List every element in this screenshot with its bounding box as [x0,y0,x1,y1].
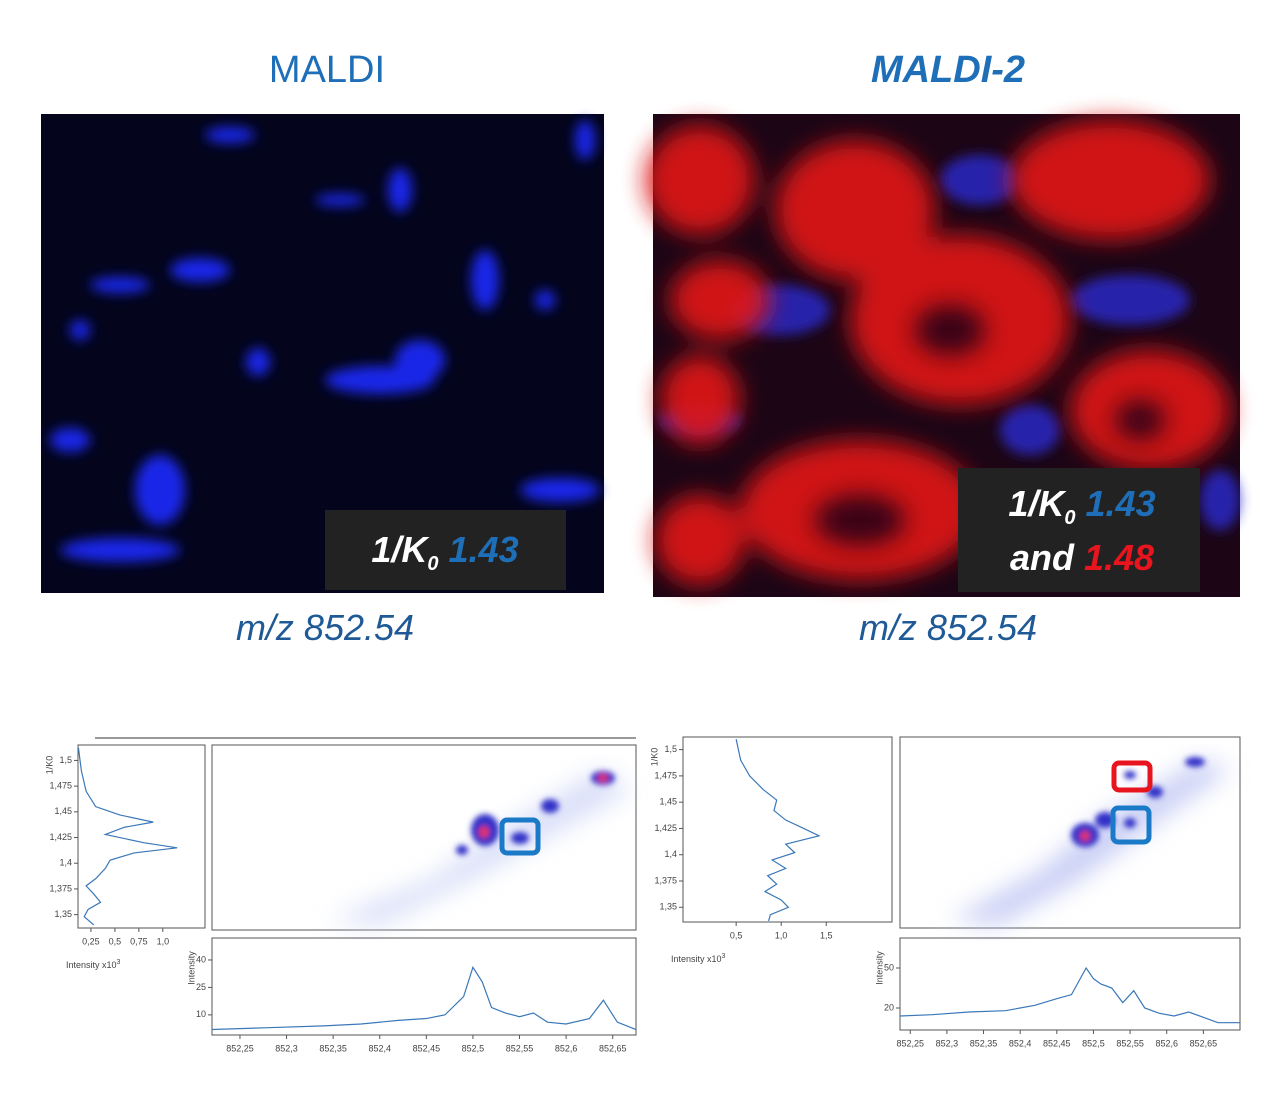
y-axis-label: Intensity [874,951,884,985]
badge-label: 1/K [1008,483,1067,524]
x-tick-label: 852,35 [970,1038,998,1048]
badge-value: 1.43 [449,529,519,570]
x-tick-label: 852,55 [1116,1038,1144,1048]
ms-image [41,114,604,593]
y-tick-label: 1,45 [659,797,677,807]
plot-frame [211,937,637,1036]
y-tick-label: 25 [196,982,206,992]
x-tick-label: 852,25 [896,1038,924,1048]
svg-text:1/K01.43: 1/K0 1.43 [371,529,518,575]
x-tick-label: 852,3 [936,1038,959,1048]
y-tick-label: 50 [884,962,894,972]
y-axis-label: 1/K0 [649,748,659,767]
y-tick-label: 1,45 [54,806,72,816]
badge: 1/K0 1.43 and 1.48 [958,468,1200,592]
y-tick-label: 40 [196,954,206,964]
x-tick-label: 852,55 [506,1043,534,1053]
badge-label: 1/K [371,529,430,570]
mz-label: m/z 852.54 [236,607,414,648]
x-axis-label-text: Intensity x10 [671,954,722,964]
badge-subscript: 0 [427,553,438,575]
x-tick-label: 1,5 [820,930,833,940]
x-tick-label: 0,5 [730,930,743,940]
x-tick-label: 852,4 [1009,1038,1032,1048]
panel-title: MALDI-2 [871,49,1025,91]
x-tick-label: 1,0 [157,936,170,946]
y-tick-label: 1,475 [49,780,72,790]
x-tick-label: 852,65 [1190,1038,1218,1048]
y-tick-label: 1,35 [659,902,677,912]
curve [77,748,178,926]
x-axis-label-exponent: 3 [722,953,726,960]
y-axis-label: 1/K0 [44,756,54,775]
plot-frame [682,736,893,923]
x-tick-label: 852,25 [226,1043,254,1053]
x-axis-label-exponent: 3 [117,959,121,966]
x-tick-label: 852,35 [319,1043,347,1053]
y-tick-label: 1,375 [49,883,72,893]
svg-text:1/K01.43: 1/K0 1.43 [1008,483,1155,529]
x-tick-label: 852,65 [599,1043,627,1053]
y-tick-label: 20 [884,1002,894,1012]
x-tick-label: 0,75 [130,936,148,946]
x-tick-label: 852,5 [462,1043,485,1053]
badge-subscript: 0 [1064,507,1075,529]
x-tick-label: 852,45 [1043,1038,1071,1048]
y-tick-label: 10 [196,1009,206,1019]
y-tick-label: 1,425 [654,823,677,833]
y-tick-label: 1,475 [654,770,677,780]
badge-joiner: and [1010,537,1075,578]
y-tick-label: 1,5 [664,744,677,754]
x-tick-label: 852,3 [275,1043,298,1053]
y-tick-label: 1,425 [49,832,72,842]
x-axis-label: Intensity x103 [66,959,121,971]
panel-title: MALDI [269,49,385,91]
curve [211,965,637,1031]
heatmap [211,744,637,1036]
badge: 1/K0 1.43 [325,510,566,590]
y-tick-label: 1,4 [664,849,677,859]
x-tick-label: 0,5 [109,936,122,946]
x-tick-label: 852,6 [1155,1038,1178,1048]
x-axis-label: Intensity x103 [671,953,726,965]
curve [735,738,821,922]
x-tick-label: 852,45 [413,1043,441,1053]
x-tick-label: 852,5 [1082,1038,1105,1048]
badge-value: 1.48 [1084,537,1154,578]
curve [899,966,1240,1024]
x-axis-label-text: Intensity x10 [66,960,117,970]
y-axis-label: Intensity [186,951,196,985]
y-tick-label: 1,4 [59,858,72,868]
plot-frame [77,744,206,929]
y-tick-label: 1,5 [59,755,72,765]
x-tick-label: 0,25 [82,936,100,946]
heatmap [899,736,1241,1031]
y-tick-label: 1,375 [654,875,677,885]
y-tick-label: 1,35 [54,909,72,919]
badge-value: 1.43 [1086,483,1156,524]
mz-label: m/z 852.54 [859,607,1037,648]
x-tick-label: 852,6 [555,1043,578,1053]
x-tick-label: 1,0 [775,930,788,940]
plot-frame [899,937,1241,1031]
x-tick-label: 852,4 [368,1043,391,1053]
